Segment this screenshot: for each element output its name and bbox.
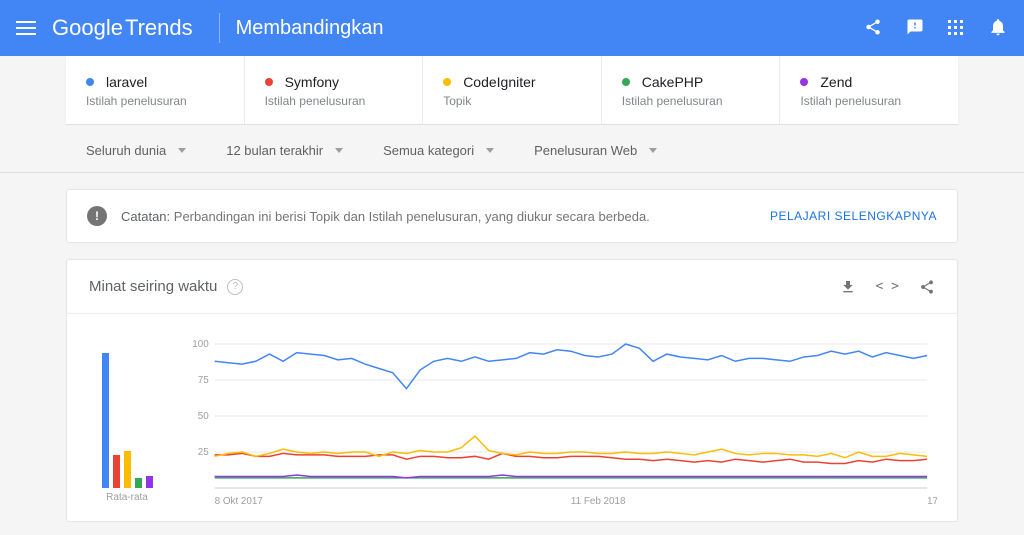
embed-icon[interactable]: < > [876, 279, 899, 294]
term-color-dot [86, 78, 94, 86]
line-chart: 25 50 75 100 8 Okt 2017 11 Feb 2018 17 Jun 201… [187, 338, 937, 511]
svg-text:8 Okt 2017: 8 Okt 2017 [215, 496, 264, 507]
note-body: Perbandingan ini berisi Topik dan Istila… [174, 209, 650, 224]
logo-light: Trends [125, 15, 193, 41]
top-bar: Google Trends Membandingkan [0, 0, 1024, 56]
avg-bar [113, 455, 120, 488]
compare-term[interactable]: Symfony Istilah penelusuran [245, 56, 424, 124]
svg-text:25: 25 [198, 447, 209, 458]
term-subtitle: Istilah penelusuran [265, 94, 403, 108]
topbar-actions [864, 17, 1008, 40]
filter-search-type[interactable]: Penelusuran Web [534, 143, 657, 158]
menu-icon[interactable] [16, 21, 36, 35]
filter-category[interactable]: Semua kategori [383, 143, 494, 158]
term-color-dot [622, 78, 630, 86]
filter-region-label: Seluruh dunia [86, 143, 166, 158]
filter-category-label: Semua kategori [383, 143, 474, 158]
term-name: laravel [106, 74, 147, 90]
average-bars: Rata-rata [87, 338, 167, 511]
share-icon[interactable] [864, 18, 882, 39]
note-learn-more-link[interactable]: PELAJARI SELENGKAPNYA [770, 209, 937, 223]
svg-text:11 Feb 2018: 11 Feb 2018 [571, 496, 626, 507]
logo-bold: Google [52, 15, 123, 41]
info-icon: ! [87, 206, 107, 226]
compare-term[interactable]: CodeIgniter Topik [423, 56, 602, 124]
help-icon[interactable]: ? [227, 279, 243, 295]
filter-row: Seluruh dunia 12 bulan terakhir Semua ka… [0, 125, 1024, 173]
divider [219, 13, 220, 43]
feedback-icon[interactable] [906, 18, 924, 39]
svg-text:50: 50 [198, 411, 209, 422]
term-color-dot [800, 78, 808, 86]
avg-bar [146, 476, 153, 488]
avg-bar [135, 478, 142, 489]
term-color-dot [443, 78, 451, 86]
chart-card: Minat seiring waktu ? < > Rata-rata 25 50… [66, 259, 958, 522]
compare-term[interactable]: CakePHP Istilah penelusuran [602, 56, 781, 124]
share-chart-icon[interactable] [919, 279, 935, 295]
chart-body: Rata-rata 25 50 75 100 8 Okt 2017 11 Feb 2018… [67, 314, 957, 521]
term-name: CodeIgniter [463, 74, 535, 90]
chart-header: Minat seiring waktu ? < > [67, 260, 957, 314]
svg-text:100: 100 [192, 339, 209, 350]
term-subtitle: Istilah penelusuran [86, 94, 224, 108]
filter-search-type-label: Penelusuran Web [534, 143, 637, 158]
compare-term[interactable]: Zend Istilah penelusuran [780, 56, 958, 124]
term-name: Zend [820, 74, 852, 90]
filter-period-label: 12 bulan terakhir [226, 143, 323, 158]
note-label: Catatan: [121, 209, 170, 224]
note-card: ! Catatan: Perbandingan ini berisi Topik… [66, 189, 958, 243]
chart-title: Minat seiring waktu [89, 278, 217, 295]
compare-terms-row: laravel Istilah penelusuran Symfony Isti… [66, 56, 958, 125]
filter-period[interactable]: 12 bulan terakhir [226, 143, 343, 158]
download-icon[interactable] [840, 279, 856, 295]
term-subtitle: Istilah penelusuran [622, 94, 760, 108]
term-name: CakePHP [642, 74, 703, 90]
note-text: Catatan: Perbandingan ini berisi Topik d… [121, 209, 770, 224]
filter-region[interactable]: Seluruh dunia [86, 143, 186, 158]
avg-bar [102, 353, 109, 488]
term-subtitle: Istilah penelusuran [800, 94, 938, 108]
page-title: Membandingkan [236, 17, 384, 40]
svg-text:75: 75 [198, 375, 209, 386]
avg-label: Rata-rata [106, 492, 148, 503]
term-color-dot [265, 78, 273, 86]
term-subtitle: Topik [443, 94, 581, 108]
avg-bar [124, 451, 131, 489]
term-name: Symfony [285, 74, 339, 90]
svg-text:17 Jun 2018: 17 Jun 2018 [927, 496, 937, 507]
notifications-icon[interactable] [988, 17, 1008, 40]
chart-actions: < > [840, 279, 935, 295]
logo[interactable]: Google Trends [52, 15, 193, 41]
compare-term[interactable]: laravel Istilah penelusuran [66, 56, 245, 124]
apps-icon[interactable] [948, 20, 964, 36]
